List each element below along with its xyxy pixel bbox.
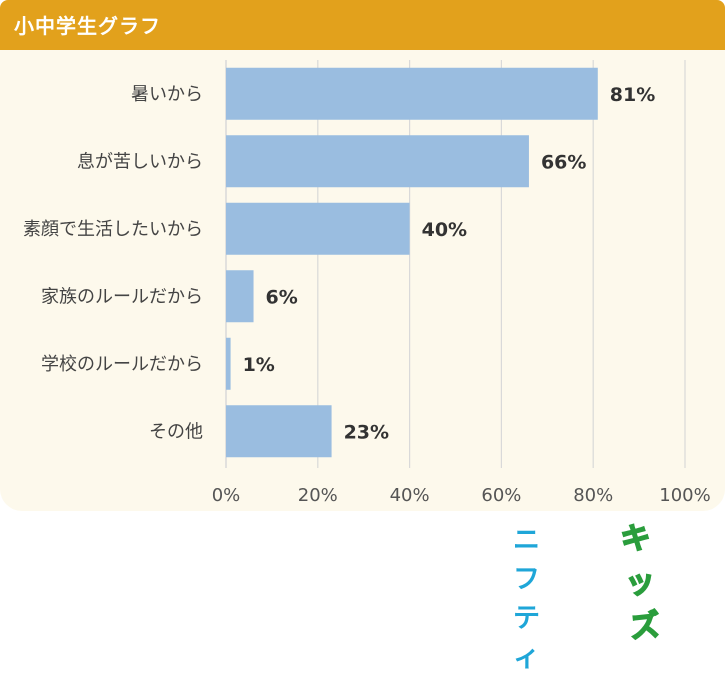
x-tick-label: 100% bbox=[659, 485, 710, 506]
bar-1 bbox=[226, 135, 529, 188]
chart-title: 小中学生グラフ bbox=[14, 14, 161, 38]
x-tick-label: 40% bbox=[390, 485, 430, 506]
value-label: 40% bbox=[422, 219, 467, 241]
category-label: 学校のルールだから bbox=[41, 354, 203, 375]
chart-panel bbox=[0, 50, 725, 511]
bar-2 bbox=[226, 202, 410, 255]
category-label: 暑いから bbox=[131, 84, 203, 105]
category-label: その他 bbox=[149, 421, 203, 442]
bar-4 bbox=[226, 337, 231, 390]
value-label: 81% bbox=[610, 84, 655, 106]
x-tick-label: 60% bbox=[481, 485, 521, 506]
category-label: 素顔で生活したいから bbox=[23, 219, 203, 240]
category-label: 息が苦しいから bbox=[77, 151, 203, 172]
x-tick-label: 80% bbox=[573, 485, 613, 506]
value-label: 66% bbox=[541, 151, 586, 173]
value-label: 6% bbox=[266, 286, 298, 308]
x-tick-label: 20% bbox=[298, 485, 338, 506]
value-label: 23% bbox=[344, 421, 389, 443]
bar-chart: 0% 20% 40% 60% 80% 100% 暑いから 81% 息が苦しいから 66% 素顔で生活… bbox=[23, 60, 711, 506]
x-tick-label: 0% bbox=[212, 485, 241, 506]
bar-5 bbox=[226, 405, 332, 458]
category-label: 家族のルールだから bbox=[41, 286, 203, 307]
logo-nifty-text: ニフティ bbox=[513, 525, 540, 673]
chart-header: 小中学生グラフ bbox=[0, 0, 725, 50]
bar-0 bbox=[226, 67, 598, 120]
bar-3 bbox=[226, 270, 254, 323]
value-label: 1% bbox=[243, 354, 275, 376]
